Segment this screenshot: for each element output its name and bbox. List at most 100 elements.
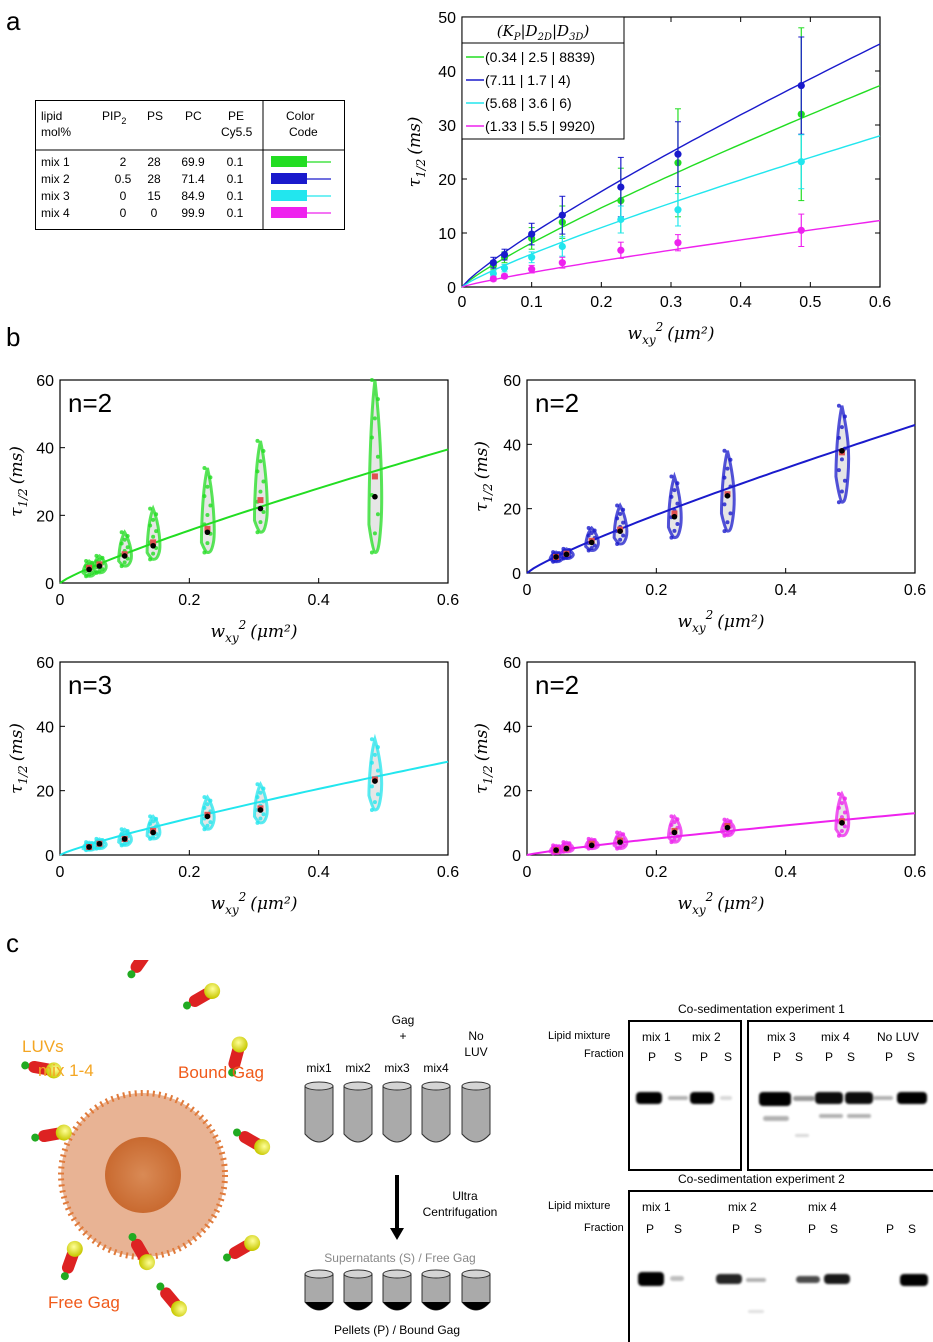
y-axis-label: τ1/2(ms) [7,446,30,517]
sample-point [561,546,566,551]
sample-point [258,816,263,821]
lipid-composition-table: lipid mol% PIP2 PS PC PE Cy5.5 Color Cod… [35,100,345,230]
violin [252,440,269,534]
sample-point [615,830,620,835]
gag-head [204,983,221,999]
sample-point [669,535,674,540]
table-row-name: mix 3 [41,189,70,203]
sample-point [84,840,89,845]
table-header-code: Code [289,125,318,139]
sample-point [621,533,626,538]
data-point [797,81,805,90]
sample-point [87,572,92,577]
gel-band [815,1092,843,1104]
data-point [489,269,497,278]
sample-point [255,795,260,800]
y-tick-label: 20 [36,784,54,801]
x-tick-label: 0.6 [904,582,926,599]
sample-point [369,737,374,742]
table-cell-pe: 0.1 [227,189,244,203]
free-gag-label: Free Gag [48,1293,120,1312]
sample-point [586,836,591,841]
pellet [462,1302,490,1310]
gel-band [748,1310,764,1313]
sample-point [100,555,105,560]
fraction-label: P [885,1050,894,1064]
data-point [489,259,497,267]
sample-point [592,543,597,548]
sample-point [125,829,130,834]
sample-count-label: n=2 [535,670,579,700]
median-marker [150,829,156,836]
gag-tail [233,1128,242,1137]
y-tick-label: 60 [36,655,54,672]
sample-point [842,478,847,483]
chart-a: 0 0.1 0.2 0.3 0.4 0.5 0.6 0 10 20 30 40 50 (KP|D2D|D3… [405,10,891,347]
sample-point [669,494,674,499]
luv-schematic: LUVs mix 1-4 Bound Gag Free Gag [21,960,271,1317]
sample-point [255,438,260,443]
x-tick-label: 0.4 [730,294,752,311]
sample-point [151,534,156,539]
gag-molecule [156,1282,187,1317]
median-marker [671,829,678,836]
gag-tail [156,1282,165,1291]
sample-point [208,503,213,508]
sample-point [84,559,89,564]
x-tick-label: 0.2 [645,864,667,881]
tube-opening [382,1081,412,1091]
gag-tail [31,1133,40,1142]
sample-point [672,820,677,825]
sample-point [148,821,153,826]
table-cell-pip2: 0 [120,206,127,220]
sample-point [375,745,380,750]
sample-point [202,795,207,800]
table-header-lipid: lipid [41,109,62,123]
y-axis-label: τ1/2(ms) [405,117,428,188]
sample-point [669,822,674,827]
median-marker [121,836,128,842]
sample-point [836,805,841,810]
y-tick-label: 0 [447,280,456,297]
sample-point [154,512,159,517]
bound-gag-label: Bound Gag [178,1063,264,1082]
sample-point [119,827,124,832]
data-point [617,246,625,254]
x-tick-label: 0.6 [437,864,459,881]
sample-count-label: n=2 [68,388,112,418]
x-tick-label: 0.6 [869,294,891,311]
table-cell-pip2: 0.5 [115,172,132,186]
panel-label-a: a [6,6,21,36]
x-tick-label: 0.4 [775,864,797,881]
sample-point [202,550,207,555]
tube-opening [343,1269,373,1279]
gag-tail [128,1233,137,1242]
gag-head [45,1062,62,1079]
sample-point [836,403,841,408]
legend-entry: (5.68 | 3.6 | 6) [485,95,572,111]
gag-head [244,1235,261,1251]
sample-point [728,819,733,824]
gag-head [254,1139,271,1155]
sample-point [586,846,591,851]
sample-point [119,530,124,535]
tube-opening [421,1081,451,1091]
sample-count-label: n=3 [68,670,112,700]
x-tick-label: 0 [56,864,65,881]
sample-point [561,556,566,561]
sample-point [154,529,159,534]
violin [367,379,384,555]
sample-point [148,836,153,841]
gag-molecule [127,960,151,979]
gel-band [793,1096,815,1101]
data-point [617,215,625,224]
plus-label: + [399,1029,406,1043]
gag-tail [223,1253,232,1262]
sample-point [205,512,210,517]
sample-point [375,792,380,797]
sample-point [261,786,266,791]
legend-entry: (0.34 | 2.5 | 8839) [485,49,595,65]
table-cell-pc: 69.9 [181,155,205,169]
x-tick-label: 0.6 [904,864,926,881]
sample-point [372,800,377,805]
